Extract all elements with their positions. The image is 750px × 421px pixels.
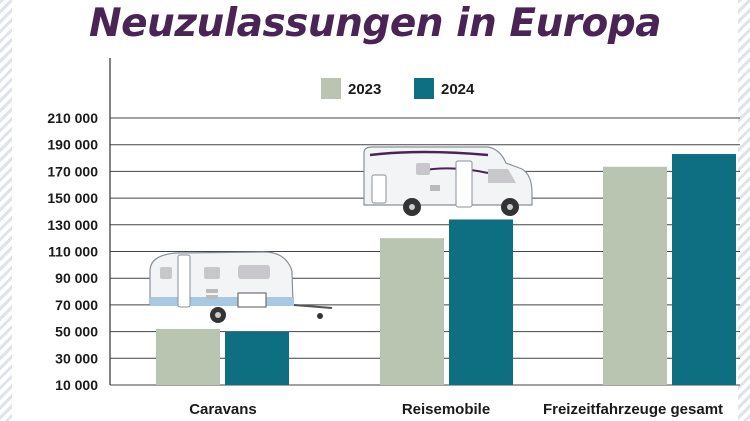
bar-caravans-2024	[225, 331, 289, 385]
y-tick-label: 210 000	[47, 110, 98, 126]
y-tick-label: 50 000	[55, 324, 98, 340]
chart-title: Neuzulassungen in Europa	[88, 1, 662, 46]
motorhome-icon	[363, 146, 533, 216]
y-tick-label: 110 000	[48, 244, 98, 260]
y-tick-label: 190 000	[47, 137, 98, 153]
y-axis-ticks: 10 000 30 000 50 000 70 000 90 000 110 000 130…	[47, 110, 98, 393]
y-tick-label: 10 000	[55, 377, 98, 393]
legend: 2023 2024	[321, 78, 475, 99]
y-tick-label: 70 000	[55, 297, 98, 313]
category-label-caravans: Caravans	[189, 401, 257, 418]
legend-label-2023: 2023	[348, 81, 381, 98]
bar-reisemobile-2024	[449, 219, 513, 385]
legend-swatch-2023	[321, 78, 341, 99]
bars	[156, 154, 736, 385]
bar-freizeitfahrzeuge-gesamt-2023	[603, 166, 667, 385]
category-label-reisemobile: Reisemobile	[402, 401, 490, 418]
legend-label-2024: 2024	[441, 81, 475, 98]
y-tick-label: 90 000	[55, 270, 98, 286]
y-tick-label: 30 000	[55, 350, 98, 366]
decorative-stripe-right	[738, 0, 750, 421]
caravan-icon	[149, 251, 333, 323]
y-tick-label: 170 000	[47, 163, 98, 179]
bar-reisemobile-2023	[380, 238, 444, 385]
bar-caravans-2023	[156, 328, 220, 385]
y-tick-label: 130 000	[47, 217, 98, 233]
y-tick-label: 150 000	[47, 190, 98, 206]
legend-swatch-2024	[414, 78, 434, 99]
bar-freizeitfahrzeuge-gesamt-2024	[672, 154, 736, 385]
category-label-freizeitfahrzeuge: Freizeitfahrzeuge gesamt	[543, 401, 723, 418]
decorative-stripe-left	[0, 0, 12, 421]
